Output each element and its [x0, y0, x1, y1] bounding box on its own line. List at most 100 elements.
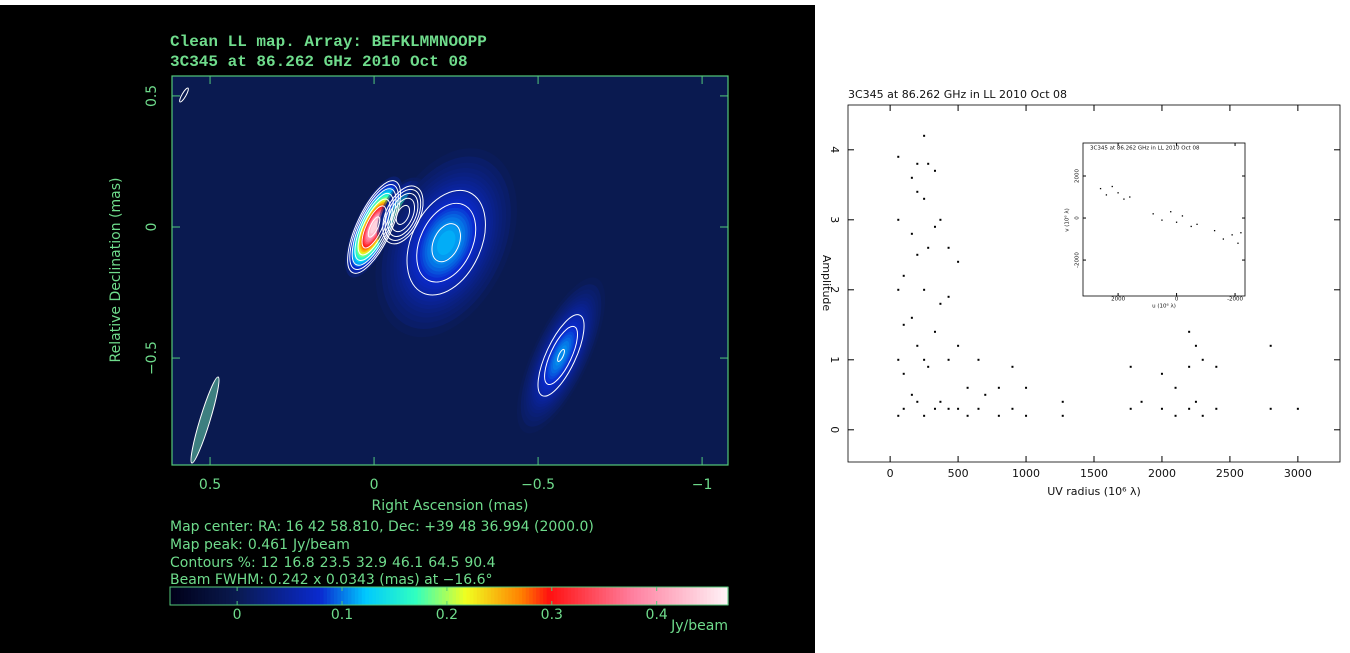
colorbar-cell — [543, 587, 547, 605]
colorbar-cell — [208, 587, 212, 605]
colorbar-cell — [452, 587, 456, 605]
point — [1025, 415, 1027, 417]
colorbar-cell — [491, 587, 495, 605]
point — [923, 198, 925, 200]
point — [897, 359, 899, 361]
point — [1175, 387, 1177, 389]
colorbar-cell — [721, 587, 725, 605]
map-note: Map center: RA: 16 42 58.810, Dec: +39 4… — [170, 519, 594, 535]
y-tick-label: 2 — [828, 286, 841, 293]
point — [1062, 415, 1064, 417]
colorbar-cell — [446, 587, 450, 605]
colorbar-cell — [484, 587, 488, 605]
point — [1191, 226, 1192, 227]
colorbar-cell — [554, 587, 558, 605]
point — [934, 170, 936, 172]
colorbar-cell — [463, 587, 467, 605]
colorbar-cell — [686, 587, 690, 605]
colorbar-cell — [386, 587, 390, 605]
colorbar-cell — [658, 587, 662, 605]
point — [1011, 408, 1013, 410]
point — [957, 345, 959, 347]
colorbar-cell — [282, 587, 286, 605]
colorbar-cell — [515, 587, 519, 605]
x-tick-label: 0 — [370, 477, 379, 493]
colorbar-cell — [536, 587, 540, 605]
point — [1188, 408, 1190, 410]
point — [1202, 359, 1204, 361]
point — [939, 219, 941, 221]
point — [903, 324, 905, 326]
colorbar-cell — [561, 587, 565, 605]
colorbar-cell — [595, 587, 599, 605]
colorbar-cell — [334, 587, 338, 605]
colorbar-cell — [707, 587, 711, 605]
point — [897, 156, 899, 158]
contour-level: 12 — [261, 555, 279, 571]
colorbar-cell — [180, 587, 184, 605]
point — [1188, 331, 1190, 333]
colorbar-tick-label: 0.4 — [646, 607, 668, 623]
colorbar-cell — [432, 587, 436, 605]
point — [1237, 243, 1238, 244]
x-tick-label: 0 — [1175, 297, 1179, 303]
colorbar-cell — [310, 587, 314, 605]
colorbar-cell — [215, 587, 219, 605]
colorbar-cell — [404, 587, 408, 605]
point — [1130, 408, 1132, 410]
point — [1215, 408, 1217, 410]
point — [948, 247, 950, 249]
colorbar-cell — [637, 587, 641, 605]
colorbar-cell — [466, 587, 470, 605]
colorbar-cell — [411, 587, 415, 605]
colorbar-cell — [316, 587, 320, 605]
y-tick-label: 0 — [828, 426, 841, 433]
colorbar-cell — [289, 587, 293, 605]
colorbar-cell — [254, 587, 258, 605]
point — [903, 408, 905, 410]
inset-background — [1083, 143, 1245, 296]
x-tick-label: 0.5 — [199, 477, 221, 493]
point — [1231, 234, 1232, 235]
contour-level: 23.5 — [320, 555, 351, 571]
colorbar-cell — [383, 587, 387, 605]
colorbar-cell — [634, 587, 638, 605]
point — [897, 219, 899, 221]
x-tick-label: 2500 — [1216, 467, 1244, 480]
colorbar-cell — [592, 587, 596, 605]
colorbar-cell — [173, 587, 177, 605]
point — [948, 408, 950, 410]
contour-level: 64.5 — [428, 555, 459, 571]
y-tick-label: 4 — [828, 146, 841, 153]
colorbar-cell — [184, 587, 188, 605]
colorbar-cell — [222, 587, 226, 605]
colorbar-cell — [575, 587, 579, 605]
colorbar-cell — [261, 587, 265, 605]
colorbar-cell — [526, 587, 530, 605]
colorbar-cell — [212, 587, 216, 605]
colorbar-cell — [201, 587, 205, 605]
point — [897, 415, 899, 417]
x-tick-label: 1500 — [1080, 467, 1108, 480]
colorbar-cell — [449, 587, 453, 605]
point — [916, 345, 918, 347]
point — [998, 387, 1000, 389]
point — [911, 394, 913, 396]
point — [1123, 198, 1124, 199]
colorbar-cell — [557, 587, 561, 605]
x-tick-label: −0.5 — [521, 477, 555, 493]
point — [967, 415, 969, 417]
point — [957, 261, 959, 263]
colorbar-cell — [358, 587, 362, 605]
colorbar-cell — [306, 587, 310, 605]
colorbar-cell — [250, 587, 254, 605]
point — [903, 275, 905, 277]
point — [977, 408, 979, 410]
colorbar-cell — [676, 587, 680, 605]
colorbar-cell — [439, 587, 443, 605]
colorbar-cell — [341, 587, 345, 605]
map-note: Beam FWHM: 0.242 x 0.0343 (mas) at −16.6… — [170, 572, 493, 588]
point — [923, 415, 925, 417]
point — [1100, 188, 1101, 189]
point — [916, 401, 918, 403]
